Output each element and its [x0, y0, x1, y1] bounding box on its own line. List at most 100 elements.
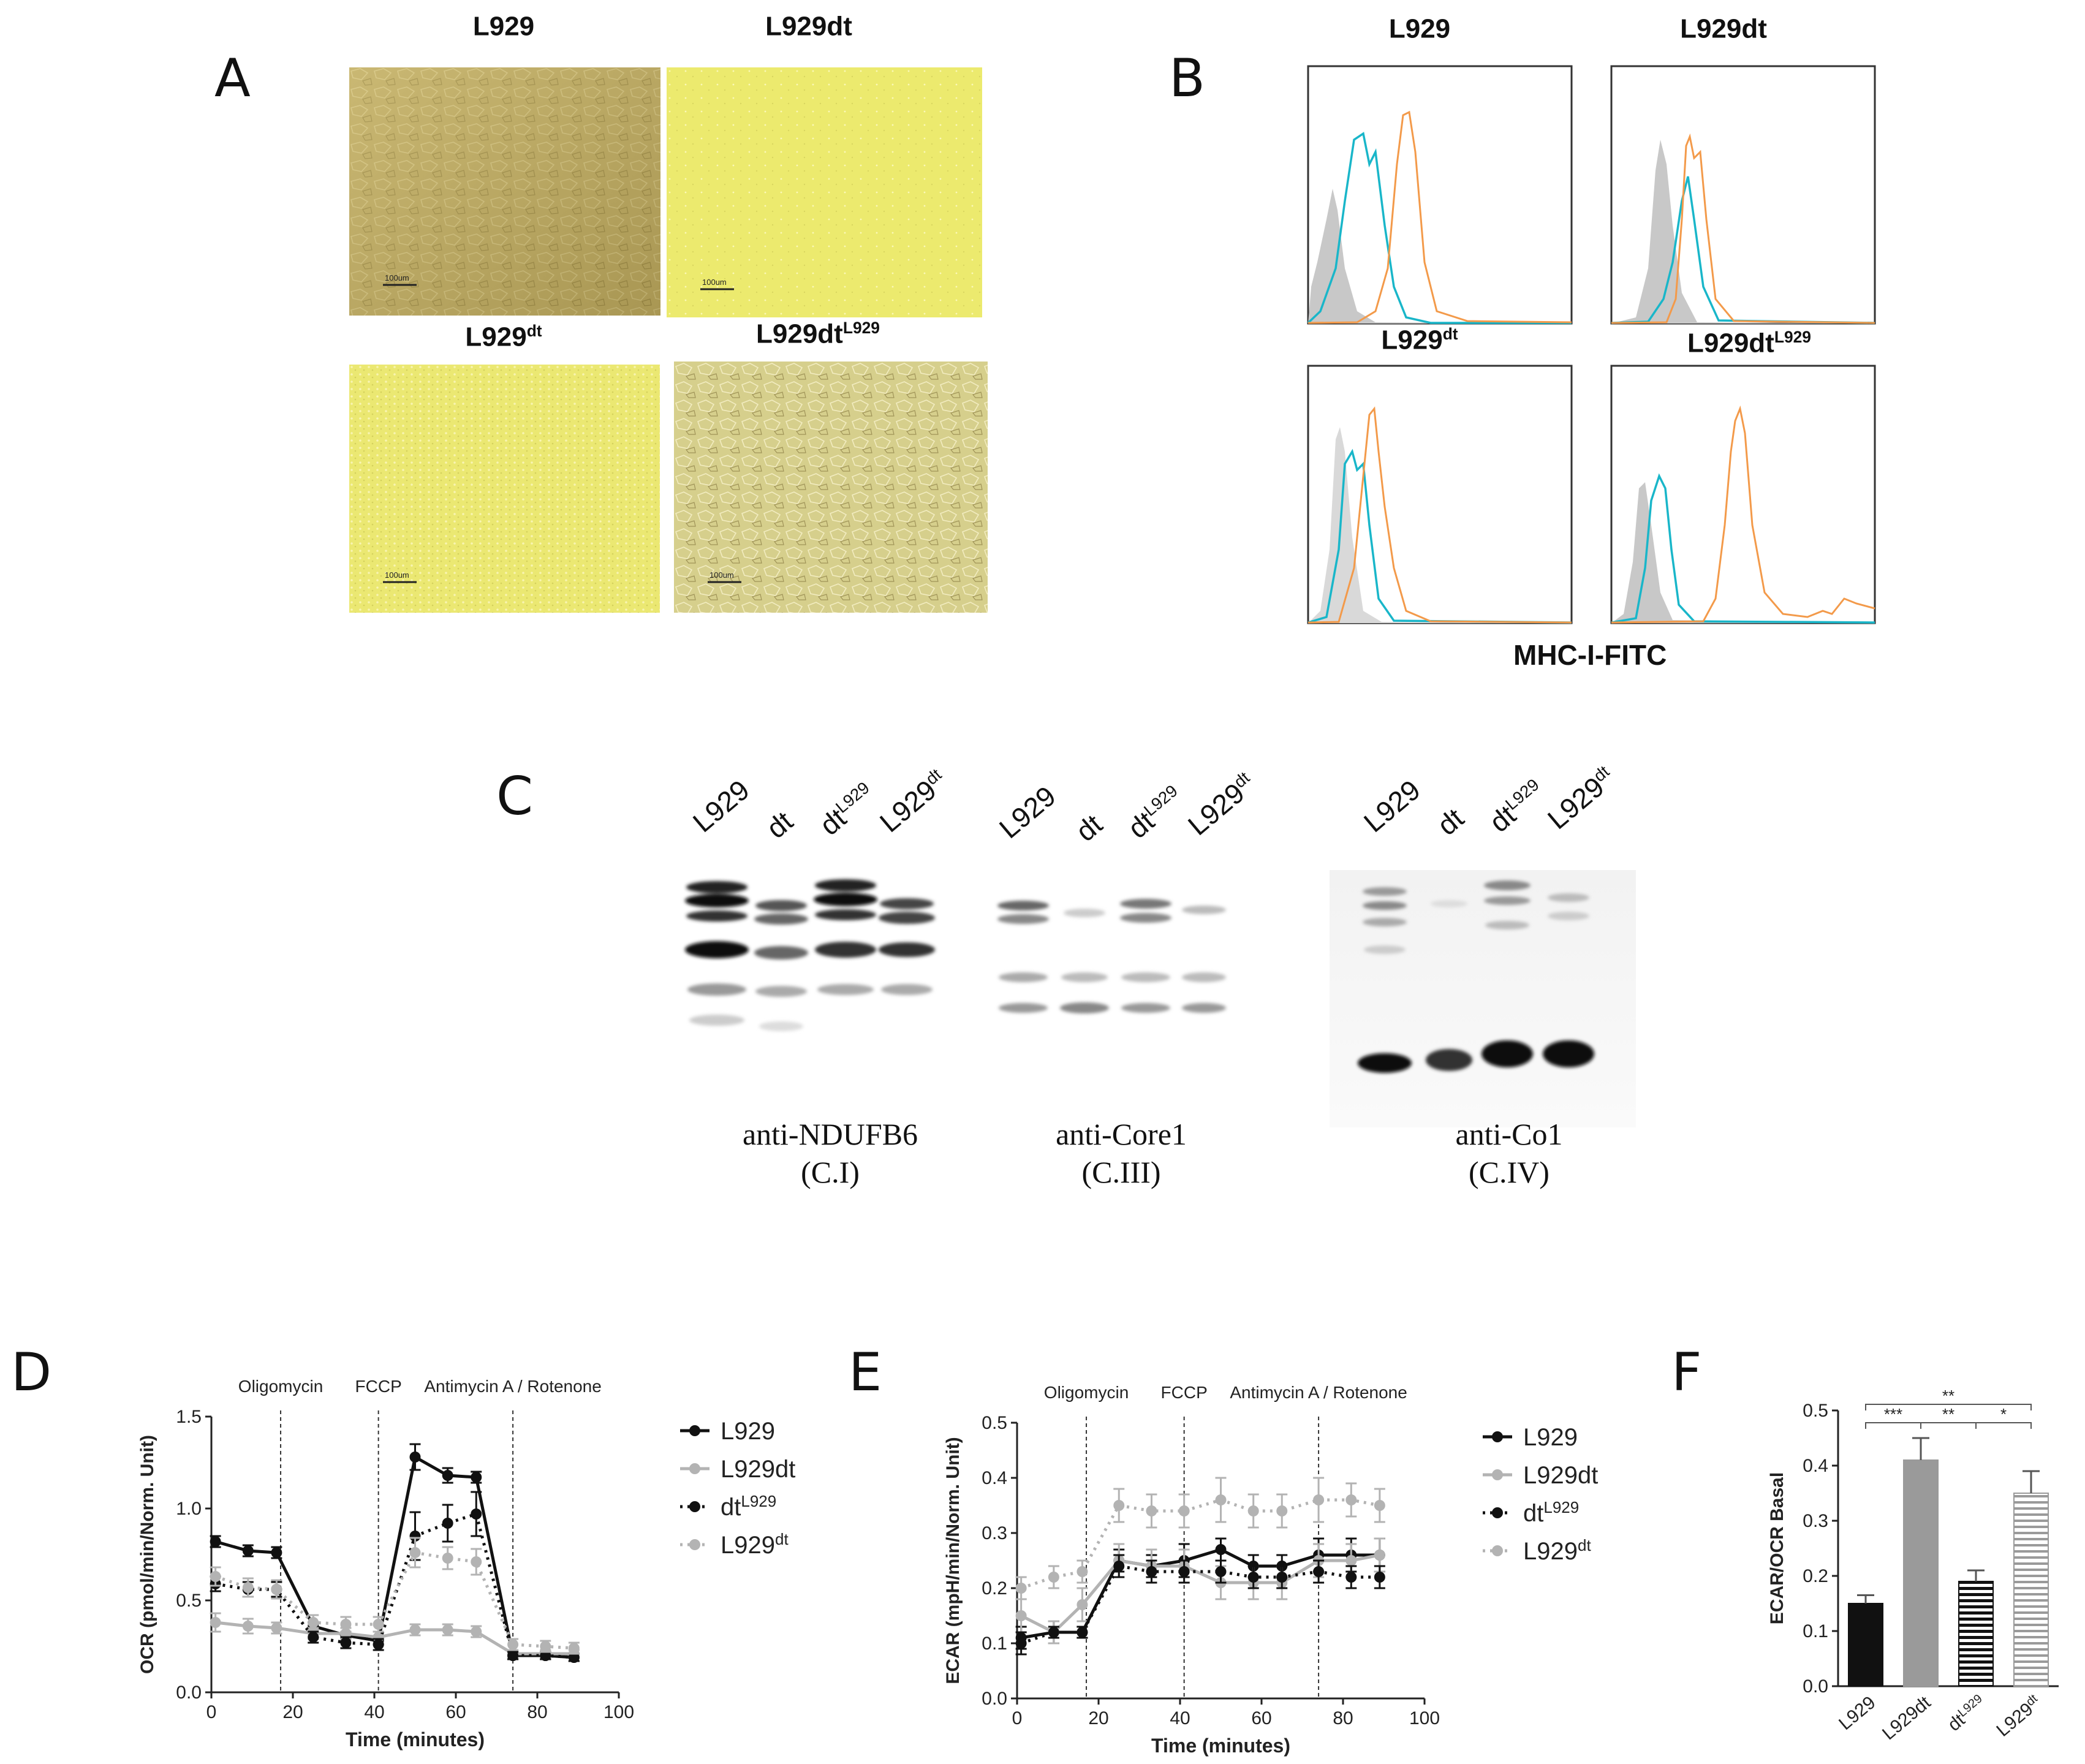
y-tick-label: 0.0: [176, 1683, 202, 1703]
data-point: [1178, 1505, 1190, 1516]
data-point: [1113, 1561, 1125, 1572]
western-blots: [685, 870, 1636, 1127]
injection-label: FCCP: [1161, 1383, 1208, 1402]
legend-label: L929dt: [1523, 1536, 1591, 1565]
legend-label: L929: [721, 1418, 775, 1445]
legend-marker: [689, 1501, 700, 1512]
data-point: [442, 1624, 453, 1635]
injection-label: Oligomycin: [238, 1377, 323, 1396]
hist-title-3: L929dt: [1381, 325, 1458, 355]
significance-label: *: [2000, 1405, 2007, 1423]
legend-label: dtL929: [1523, 1498, 1579, 1527]
lane-label: dt: [1069, 808, 1108, 848]
data-point: [1048, 1572, 1059, 1583]
data-point: [442, 1518, 453, 1529]
data-point: [308, 1632, 319, 1643]
lane-label: dt: [760, 804, 799, 845]
data-point: [507, 1639, 519, 1650]
data-point: [1247, 1505, 1259, 1516]
y-tick-label: 0.2: [1803, 1566, 1828, 1586]
panel-b-label: B: [1169, 48, 1205, 109]
data-point: [271, 1622, 282, 1633]
data-point: [1345, 1555, 1357, 1566]
data-point: [340, 1637, 352, 1648]
svg-text:100um: 100um: [385, 273, 409, 282]
data-point: [210, 1536, 221, 1547]
data-point: [1146, 1505, 1157, 1516]
panel-d-label: D: [11, 1342, 52, 1403]
injection-label: FCCP: [355, 1377, 402, 1396]
blot-caption-core1: anti-Core1 (C.III): [1056, 1117, 1187, 1189]
y-tick-label: 0.2: [982, 1578, 1007, 1599]
legend-label: L929: [1523, 1424, 1578, 1451]
data-point: [1015, 1638, 1027, 1649]
x-tick-label: 60: [445, 1702, 466, 1722]
data-point: [1015, 1583, 1027, 1594]
data-point: [1215, 1566, 1227, 1577]
y-axis-label: ECAR (mpH/min/Norm. Unit): [943, 1437, 963, 1684]
y-tick-label: 0.1: [982, 1633, 1007, 1654]
cell-texture: 100um: [349, 365, 660, 613]
x-tick-label: 100: [604, 1702, 634, 1722]
y-tick-label: 1.5: [176, 1407, 202, 1427]
blot-core1: [997, 899, 1226, 1013]
micro-title-1: L929: [472, 11, 535, 42]
hist-title-4: L929dtL929: [1687, 328, 1811, 358]
lane-label: dtL929: [1121, 781, 1181, 845]
legend-label: dtL929: [721, 1492, 776, 1521]
panel-e-label: E: [849, 1342, 882, 1403]
x-axis-label: Time (minutes): [346, 1728, 485, 1751]
data-point: [1178, 1566, 1190, 1577]
histogram-l929dt: [1610, 65, 1876, 325]
legend-marker: [1492, 1431, 1503, 1442]
y-tick-label: 1.0: [176, 1499, 202, 1519]
data-point: [1077, 1566, 1088, 1577]
panel-c-label: C: [496, 766, 534, 827]
x-tick-label: L929dt: [1992, 1692, 2045, 1741]
y-tick-label: 0.4: [982, 1468, 1007, 1488]
data-point: [271, 1547, 282, 1558]
data-point: [1345, 1572, 1357, 1583]
data-point: [340, 1619, 352, 1630]
cell-texture: 100um: [349, 67, 660, 316]
x-tick-label: 20: [1088, 1708, 1108, 1728]
y-axis-label: ECAR/OCR Basal: [1767, 1472, 1787, 1624]
significance-bracket: [1865, 1404, 2032, 1410]
histogram-l929-superscript-dt: [1307, 365, 1573, 624]
lane-label: dt: [1431, 801, 1470, 842]
cell-texture: 100um: [674, 362, 988, 613]
x-tick-label: L929: [1835, 1692, 1879, 1734]
data-point: [471, 1508, 482, 1520]
data-point: [1015, 1610, 1027, 1621]
x-tick-label: L929dt: [1879, 1692, 1935, 1744]
y-tick-label: 0.1: [1803, 1621, 1828, 1641]
injection-label: Antimycin A / Rotenone: [424, 1377, 602, 1396]
significance-bracket: [1865, 1422, 1921, 1429]
blot-ndufb6: [685, 879, 935, 1031]
series-line: [1020, 1564, 1380, 1645]
histogram-x-label: MHC-I-FITC: [1513, 639, 1667, 671]
data-point: [540, 1641, 551, 1652]
panel-a-label: A: [214, 48, 251, 109]
legend-label: L929dt: [1523, 1462, 1598, 1489]
data-point: [409, 1452, 421, 1463]
bar: [1958, 1581, 1994, 1687]
data-point: [1313, 1566, 1325, 1577]
data-point: [1345, 1494, 1357, 1505]
y-tick-label: 0.5: [982, 1413, 1007, 1433]
significance-label: ***: [1884, 1405, 1902, 1423]
x-tick-label: dtL929: [1943, 1692, 1989, 1735]
legend-marker: [1492, 1545, 1503, 1556]
series-line: [215, 1512, 575, 1659]
lane-label: L929dt: [1541, 762, 1613, 836]
bar: [2013, 1493, 2049, 1687]
injection-label: Antimycin A / Rotenone: [1230, 1383, 1407, 1402]
bar: [1903, 1459, 1939, 1687]
data-point: [1113, 1500, 1125, 1511]
lane-label: L929dt: [1181, 768, 1254, 842]
micro-title-2: L929dt: [765, 11, 852, 42]
data-point: [409, 1547, 421, 1558]
y-tick-label: 0.3: [1803, 1511, 1828, 1531]
lane-label: dtL929: [813, 778, 873, 842]
x-axis-label: Time (minutes): [1151, 1735, 1290, 1757]
